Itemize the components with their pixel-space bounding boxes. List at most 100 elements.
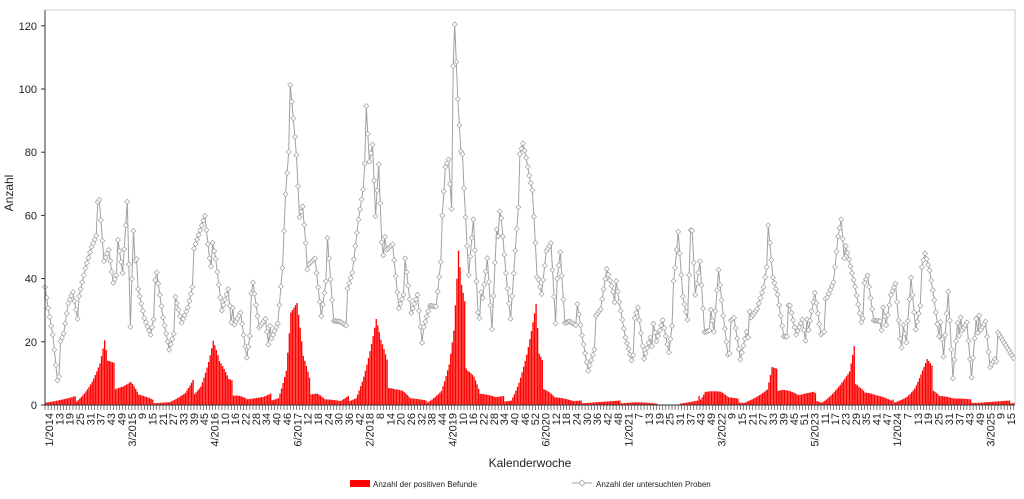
x-tick-label: 3/2015	[127, 413, 139, 447]
samples-marker	[509, 293, 516, 300]
samples-marker	[408, 309, 415, 316]
bar-positive	[543, 389, 545, 405]
bar-positive	[858, 386, 860, 405]
bar-positive	[94, 375, 96, 405]
bar-positive	[49, 401, 51, 405]
samples-marker	[523, 154, 530, 161]
samples-marker	[271, 328, 278, 335]
samples-marker	[672, 264, 679, 271]
x-tick-label: 18	[313, 413, 325, 425]
bar-positive	[651, 403, 654, 405]
samples-marker	[479, 294, 486, 301]
bar-positive	[628, 402, 630, 405]
bar-positive	[538, 353, 540, 405]
bar-positive	[814, 393, 817, 405]
samples-marker	[149, 324, 156, 331]
samples-marker	[653, 338, 660, 345]
samples-marker	[904, 317, 911, 324]
samples-marker	[856, 310, 863, 317]
samples-marker	[614, 288, 621, 295]
bar-positive	[636, 402, 638, 405]
samples-marker	[707, 306, 714, 313]
samples-marker	[560, 296, 567, 303]
samples-marker	[371, 177, 378, 184]
bar-positive	[679, 403, 682, 405]
x-tick-label: 20	[396, 413, 408, 425]
samples-marker	[633, 309, 640, 316]
bar-positive	[268, 394, 270, 405]
samples-marker	[974, 329, 981, 336]
bar-positive	[282, 382, 284, 405]
samples-marker	[211, 247, 218, 254]
samples-marker	[108, 268, 115, 275]
x-tick-label: 49	[116, 413, 128, 425]
bar-positive	[530, 330, 533, 405]
bar-positive	[758, 395, 761, 405]
bar-positive	[727, 397, 730, 405]
samples-marker	[552, 320, 559, 327]
samples-marker	[464, 243, 471, 250]
bar-positive	[336, 400, 339, 405]
samples-marker	[276, 302, 283, 308]
bar-positive	[921, 370, 924, 405]
bar-positive	[491, 396, 494, 405]
bar-positive	[509, 400, 511, 405]
y-tick-label: 100	[19, 84, 37, 96]
samples-marker	[842, 242, 849, 249]
bar-positive	[310, 394, 312, 405]
samples-marker	[482, 268, 489, 275]
samples-marker	[405, 282, 412, 289]
bar-positive	[259, 397, 261, 405]
bar-positive	[502, 395, 505, 405]
bar-positive	[370, 343, 373, 405]
bar-positive	[994, 401, 997, 405]
samples-marker	[161, 322, 168, 329]
samples-marker	[512, 247, 519, 254]
bar-positive	[516, 386, 519, 405]
samples-marker	[416, 307, 423, 314]
bar-positive	[859, 387, 862, 405]
bar-positive	[709, 391, 711, 405]
bar-positive	[386, 359, 388, 405]
samples-marker	[527, 179, 534, 186]
x-tick-label: 30	[582, 413, 594, 425]
x-tick-label: 16	[230, 413, 242, 425]
bar-positive	[929, 363, 931, 405]
bar-positive	[221, 366, 224, 405]
bar-positive	[698, 395, 700, 405]
bar-positive	[301, 341, 303, 405]
bar-positive	[333, 400, 335, 405]
x-tick-label: 15	[737, 413, 749, 425]
bar-positive	[828, 396, 831, 405]
bar-positive	[166, 402, 168, 405]
samples-marker	[363, 103, 370, 109]
samples-marker	[434, 288, 441, 295]
bar-positive	[327, 399, 329, 405]
bar-positive	[496, 396, 498, 405]
samples-marker	[319, 301, 326, 308]
samples-marker	[163, 330, 170, 337]
x-tick-label: 42	[354, 413, 366, 425]
bar-positive	[383, 349, 385, 405]
samples-marker	[706, 327, 713, 334]
bar-positive	[138, 394, 140, 405]
bar-positive	[175, 399, 177, 405]
bar-positive	[319, 395, 322, 405]
bar-positive	[234, 395, 236, 405]
samples-marker	[720, 312, 727, 319]
samples-marker	[963, 319, 970, 326]
x-tick-label: 17	[830, 413, 842, 425]
bar-positive	[422, 399, 424, 405]
bar-positive	[644, 402, 646, 405]
bar-positive	[599, 401, 601, 405]
bar-positive	[321, 396, 323, 405]
samples-marker	[723, 338, 730, 345]
samples-marker	[715, 266, 722, 273]
samples-marker	[419, 339, 426, 346]
bar-positive	[1002, 400, 1004, 405]
y-axis-title-group: Anzahl	[2, 175, 16, 212]
samples-marker	[186, 297, 193, 304]
samples-marker	[62, 320, 69, 327]
bar-positive	[437, 394, 439, 405]
